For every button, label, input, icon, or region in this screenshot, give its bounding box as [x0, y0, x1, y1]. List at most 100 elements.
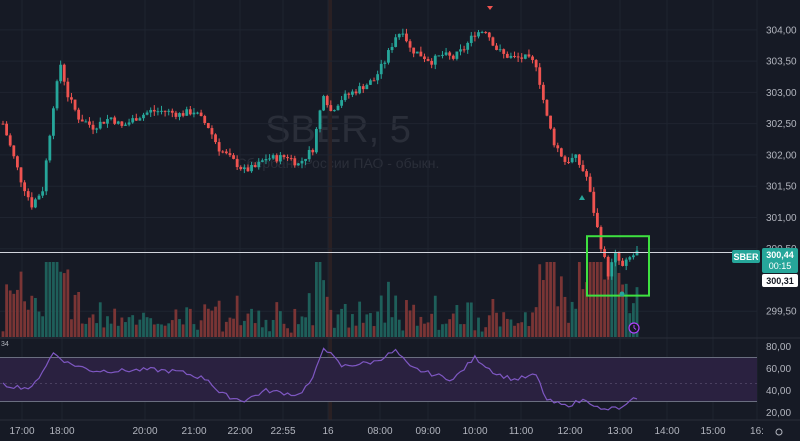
volume-bar	[19, 271, 23, 337]
candle-body	[527, 54, 531, 57]
candle-body	[214, 134, 217, 143]
volume-bar	[113, 308, 117, 337]
last-price-tag[interactable]: SBER 300,44 00:15	[732, 248, 798, 273]
volume-bar	[495, 312, 498, 337]
candle-body	[48, 135, 52, 161]
volume-bar	[426, 322, 430, 337]
volume-bar	[484, 327, 488, 337]
volume-bar	[307, 293, 311, 337]
candle-body	[631, 255, 635, 258]
volume-bar	[98, 302, 102, 337]
volume-bar	[188, 308, 192, 337]
time-tick-label: 21:00	[181, 426, 206, 437]
volume-bar	[199, 320, 203, 337]
candle-body	[242, 167, 246, 170]
candle-body	[95, 128, 99, 130]
time-axis[interactable]: 17:00 18:00 20:00 21:00 22:00 22:55 16 08:00 09:…	[0, 419, 800, 437]
candle-body	[509, 55, 513, 58]
candle-body	[487, 32, 491, 38]
candle-body	[160, 110, 163, 112]
candle-body	[127, 122, 131, 125]
candle-body	[134, 118, 138, 121]
candle-body	[531, 56, 534, 61]
clock-icon[interactable]	[628, 322, 640, 334]
volume-bar	[106, 316, 109, 337]
volume-bar	[513, 325, 516, 337]
candle-body	[437, 55, 441, 57]
candle-body	[59, 64, 63, 82]
time-tick-label: 20:00	[132, 426, 157, 437]
candle-body	[617, 252, 621, 261]
volume-bar	[44, 262, 48, 337]
candle-body	[433, 55, 437, 65]
candle-body	[390, 46, 394, 51]
volume-bar	[333, 327, 336, 337]
candle-body	[199, 112, 203, 117]
candle-body	[423, 56, 426, 60]
candle-body	[80, 119, 84, 122]
volume-bar	[556, 306, 560, 337]
rsi-tick-label: 80,00	[766, 342, 791, 353]
volume-bar	[73, 294, 77, 337]
candle-body	[606, 256, 610, 277]
candle-body	[73, 99, 77, 110]
candle-body	[628, 257, 632, 260]
candle-body	[55, 81, 59, 109]
candle-body	[314, 128, 318, 153]
candle-body	[351, 91, 354, 95]
volume-bar	[451, 313, 455, 337]
volume-bar	[570, 301, 574, 337]
candle-body	[268, 158, 271, 160]
volume-bar	[163, 325, 167, 337]
candle-body	[293, 158, 297, 166]
highlight-box[interactable]	[586, 235, 650, 297]
candle-body	[145, 112, 149, 115]
candle-body	[441, 54, 444, 56]
volume-bar	[466, 302, 470, 337]
candle-body	[502, 49, 506, 54]
candle-body	[131, 118, 135, 123]
candle-body	[340, 100, 344, 106]
volume-bar	[534, 307, 538, 337]
candle-body	[603, 249, 606, 257]
volume-bar	[437, 329, 441, 337]
candle-body	[167, 110, 171, 112]
time-tick-label: 17:00	[9, 426, 34, 437]
rsi-value-label: 34	[1, 341, 9, 348]
candle-body	[318, 110, 322, 129]
time-tick-label: 11:00	[509, 426, 534, 437]
time-tick-label: 22:00	[227, 426, 252, 437]
candle-body	[333, 110, 336, 112]
candlesticks[interactable]	[1, 28, 639, 280]
watermark-symbol: SBER, 5	[265, 109, 411, 151]
volume-bar	[610, 262, 614, 337]
volume-bar	[102, 327, 106, 337]
volume-bar	[282, 323, 286, 337]
settings-gear-icon[interactable]	[775, 428, 783, 436]
volume-bar	[318, 262, 322, 337]
volume-bar	[354, 325, 358, 337]
rsi-axis[interactable]: 80,00 60,00 40,00 20,00	[766, 342, 791, 419]
candle-body	[574, 154, 578, 158]
candle-body	[455, 51, 459, 59]
crosshair-price-tag[interactable]: 300,31	[762, 274, 798, 287]
volume-bar	[250, 308, 253, 337]
bar-countdown: 00:15	[769, 261, 792, 271]
candle-body	[513, 55, 516, 57]
volume-bar	[365, 314, 369, 337]
volume-bar	[552, 262, 556, 337]
time-tick-label: 16	[322, 426, 334, 437]
volume-bar	[624, 283, 628, 337]
volume-bar	[595, 262, 599, 337]
volume-bar	[487, 315, 491, 337]
candle-body	[106, 119, 109, 124]
volume-bar	[48, 262, 52, 337]
volume-bar	[603, 279, 606, 337]
volume-bar	[502, 312, 506, 337]
candle-body	[23, 182, 27, 192]
candle-body	[163, 110, 167, 112]
time-tick-label: 16:	[750, 426, 764, 437]
volume-bar	[41, 316, 45, 337]
volume-bar	[149, 318, 153, 337]
